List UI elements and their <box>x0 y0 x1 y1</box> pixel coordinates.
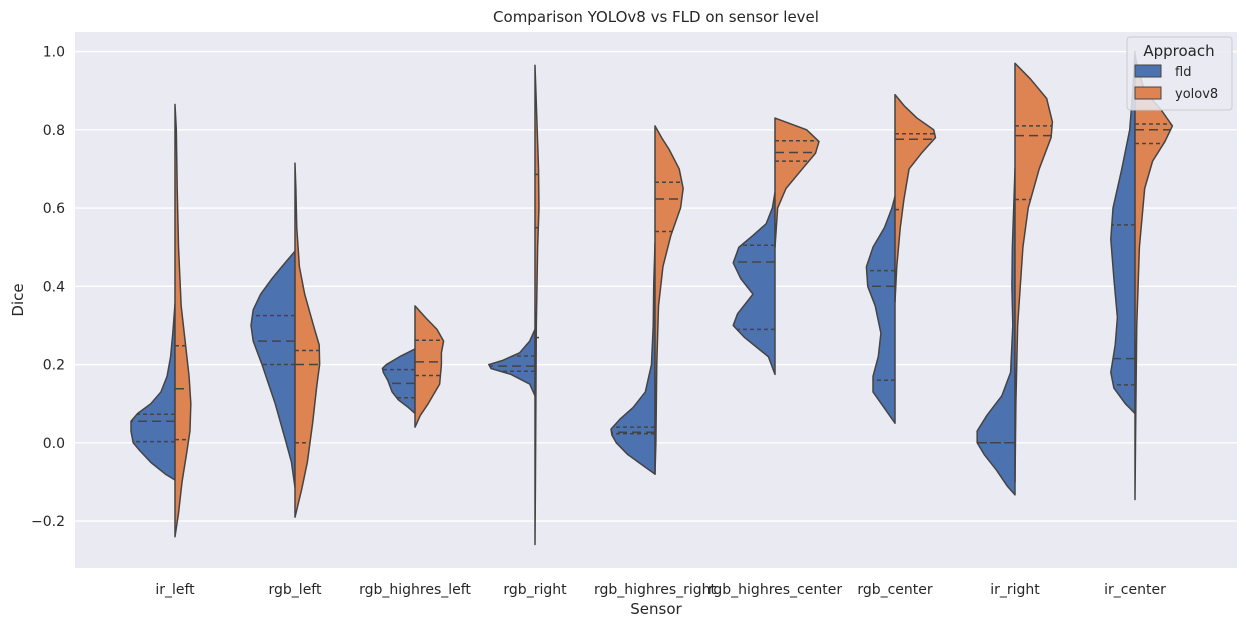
x-tick-label: ir_right <box>990 582 1040 598</box>
y-tick-label: −0.2 <box>31 514 65 530</box>
x-tick-label: rgb_highres_left <box>359 582 471 598</box>
y-tick-label: 0.2 <box>43 358 65 374</box>
y-axis-title: Dice <box>9 283 27 316</box>
violin-fld-ir_right <box>976 168 1016 496</box>
violin-yolov8-ir_left <box>174 103 192 538</box>
x-tick-label: rgb_right <box>503 582 567 598</box>
violin-yolov8-rgb_highres_center <box>774 117 820 248</box>
y-tick-label: 0.6 <box>43 201 65 217</box>
legend-title: Approach <box>1143 42 1214 60</box>
legend-label-yolov8: yolov8 <box>1175 87 1218 102</box>
violin-fld-ir_left <box>130 303 176 481</box>
y-tick-label: 0.4 <box>43 279 65 295</box>
chart-title: Comparison YOLOv8 vs FLD on sensor level <box>493 8 819 26</box>
x-axis-title: Sensor <box>630 600 682 618</box>
x-tick-label: rgb_center <box>857 582 933 598</box>
legend-swatch-fld <box>1134 64 1162 78</box>
x-tick-label: ir_center <box>1104 582 1166 598</box>
y-tick-label: 0.8 <box>43 123 65 139</box>
violin-fld-rgb_center <box>865 195 896 424</box>
violin-yolov8-rgb_left <box>294 162 321 518</box>
violin-yolov8-rgb_right <box>534 64 540 546</box>
violin-yolov8-rgb_center <box>894 93 937 303</box>
legend: Approach fld yolov8 <box>1126 36 1233 111</box>
violin-fld-rgb_left <box>250 250 296 489</box>
violin-fld-rgb_highres_right <box>610 242 656 475</box>
legend-label-fld: fld <box>1175 65 1191 80</box>
y-tick-label: 0.0 <box>43 436 65 452</box>
x-tick-label: rgb_highres_center <box>708 582 842 598</box>
y-axis-ticks: −0.2 0.0 0.2 0.4 0.6 0.8 1.0 <box>31 45 65 530</box>
violins <box>130 50 1174 546</box>
x-tick-label: ir_left <box>155 582 195 598</box>
x-tick-label: rgb_left <box>269 582 322 598</box>
legend-swatch-yolov8 <box>1134 86 1162 100</box>
y-tick-label: 1.0 <box>43 45 65 61</box>
violin-yolov8-rgb_highres_right <box>654 125 684 475</box>
violin-yolov8-rgb_highres_left <box>414 305 445 428</box>
x-axis-ticks: ir_left rgb_left rgb_highres_left rgb_right… <box>155 582 1166 598</box>
violin-yolov8-ir_right <box>1014 62 1054 483</box>
x-tick-label: rgb_highres_right <box>594 582 717 598</box>
